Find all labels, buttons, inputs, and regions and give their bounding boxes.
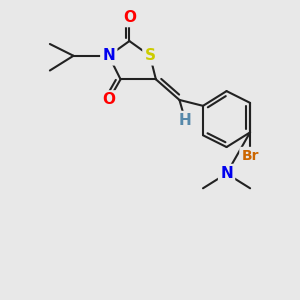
Text: S: S <box>145 48 155 63</box>
Text: O: O <box>102 92 115 107</box>
Text: N: N <box>102 48 115 63</box>
Text: Br: Br <box>242 149 259 163</box>
Text: O: O <box>123 10 136 25</box>
Text: H: H <box>179 113 192 128</box>
Text: N: N <box>220 166 233 181</box>
